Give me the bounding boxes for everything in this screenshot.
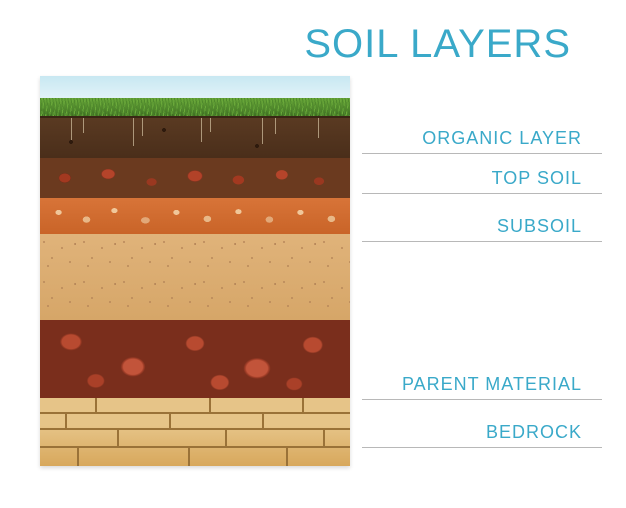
layer-parent-material bbox=[40, 320, 350, 398]
layer-subsoil bbox=[40, 198, 350, 234]
label-bedrock: BEDROCK bbox=[362, 422, 602, 448]
layer-sky bbox=[40, 76, 350, 116]
page-title: SOIL LAYERS bbox=[304, 22, 571, 67]
grass-icon bbox=[40, 98, 350, 116]
label-organic: ORGANIC LAYER bbox=[362, 128, 602, 154]
layer-bedrock bbox=[40, 398, 350, 466]
label-parent: PARENT MATERIAL bbox=[362, 374, 602, 400]
label-subsoil: SUBSOIL bbox=[362, 216, 602, 242]
layer-topsoil bbox=[40, 158, 350, 198]
label-topsoil: TOP SOIL bbox=[362, 168, 602, 194]
layer-organic bbox=[40, 116, 350, 158]
layer-sandy bbox=[40, 234, 350, 320]
label-column: ORGANIC LAYER TOP SOIL SUBSOIL PARENT MA… bbox=[362, 76, 602, 466]
soil-cross-section bbox=[40, 76, 350, 466]
roots-icon bbox=[40, 118, 350, 158]
